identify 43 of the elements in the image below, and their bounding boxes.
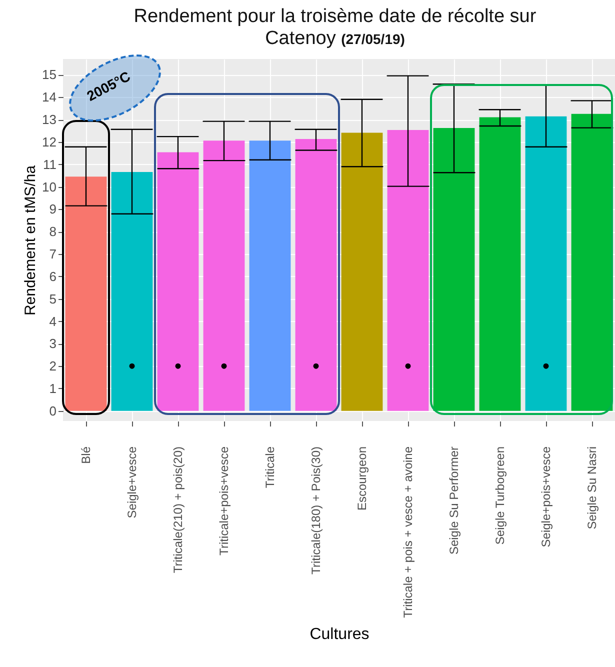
x-tick-label: Seigle+pois+vesce: [539, 446, 553, 548]
x-tick-label: Seigle Turbogreen: [493, 446, 507, 545]
x-tick-label: Triticale + pois + vesce + avoine: [401, 446, 415, 618]
y-tick-label: 10: [42, 179, 56, 194]
bar: [157, 152, 199, 411]
text: (27/05/19): [341, 31, 405, 47]
y-tick-label: 12: [42, 134, 56, 150]
y-tick-label: 1: [49, 381, 56, 396]
y-tick-label: 2: [49, 358, 56, 374]
bar: [341, 132, 383, 411]
x-tick-label: Triticale: [263, 446, 277, 488]
x-tick-label: Seigle Su Performer: [447, 446, 461, 555]
y-tick-label: 5: [49, 291, 56, 306]
bar: [525, 116, 567, 411]
bar: [249, 140, 291, 411]
y-tick-label: 15: [42, 67, 56, 82]
y-tick-label: 9: [49, 202, 56, 217]
x-tick-label: Seigle Su Nasri: [585, 446, 599, 530]
y-tick-label: 6: [49, 268, 56, 284]
bar: [65, 176, 107, 411]
bar: [571, 114, 613, 411]
y-tick-label: 8: [49, 224, 56, 240]
y-axis-title: Rendement en tMS/ha: [22, 164, 40, 316]
x-tick-label: Escourgeon: [355, 446, 369, 511]
x-tick-label: Triticale(210) + pois(20): [171, 446, 185, 574]
bar: [479, 117, 521, 411]
x-tick-label: Blé: [79, 446, 93, 464]
bar: [295, 139, 337, 411]
bar: [111, 172, 153, 411]
bar: [433, 128, 475, 411]
y-tick-label: 14: [42, 90, 56, 105]
x-axis-title: Cultures: [310, 626, 370, 643]
y-tick-label: 0: [49, 403, 56, 418]
y-tick-label: 11: [43, 156, 56, 172]
bar: [387, 130, 429, 411]
x-tick-label: Seigle+vesce: [125, 446, 139, 518]
x-tick-label: Triticale(180) + Pois(30): [309, 446, 323, 574]
bar: [203, 140, 245, 411]
y-tick-label: 3: [49, 336, 56, 352]
x-tick-label: Triticale+pois+vesce: [217, 446, 231, 556]
y-tick-label: 13: [42, 112, 56, 128]
y-tick-label: 7: [49, 246, 56, 262]
y-tick-label: 4: [49, 314, 56, 329]
